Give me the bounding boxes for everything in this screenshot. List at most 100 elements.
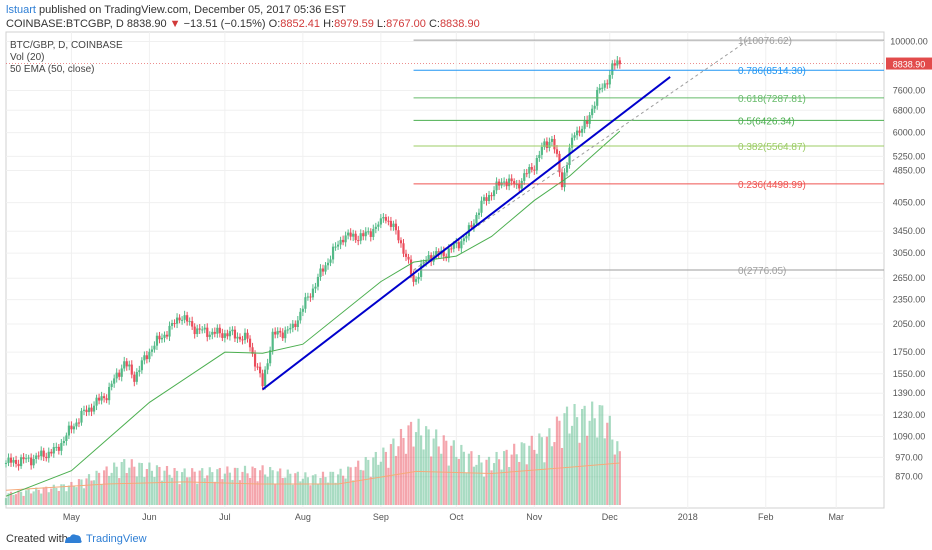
candle-body xyxy=(7,457,10,463)
candle-body xyxy=(123,361,126,369)
volume-bar xyxy=(425,426,428,505)
candle-body xyxy=(548,141,551,148)
volume-bar xyxy=(178,484,181,505)
candle-body xyxy=(274,331,277,335)
candle-body xyxy=(97,397,101,401)
candle-body xyxy=(311,288,315,298)
high-label: H: xyxy=(323,18,335,30)
volume-bar xyxy=(407,425,410,505)
volume-bar xyxy=(331,471,335,505)
last-price-tick: 8838.90 xyxy=(893,60,926,70)
volume-bar xyxy=(130,459,133,505)
candle-body xyxy=(528,167,531,174)
volume-bar xyxy=(477,454,481,505)
volume-bar xyxy=(528,445,531,505)
volume-bar xyxy=(435,429,438,505)
candle-body xyxy=(241,339,244,341)
candle-body xyxy=(586,119,589,124)
candle-body xyxy=(530,167,533,170)
candle-body xyxy=(186,315,189,322)
candle-body xyxy=(570,137,574,148)
volume-bar xyxy=(414,432,418,505)
footer: Created with TradingView xyxy=(0,528,932,550)
candle-body xyxy=(223,333,226,338)
candle-body xyxy=(560,172,564,188)
volume-bar xyxy=(87,474,91,505)
volume-bar xyxy=(545,436,548,505)
candle-body xyxy=(196,328,199,335)
candle-body xyxy=(150,349,154,352)
candle-body xyxy=(575,130,579,136)
volume-bar xyxy=(591,401,594,505)
volume-bar xyxy=(276,471,279,505)
candle-body xyxy=(377,224,380,227)
candle-body xyxy=(334,246,337,248)
candle-body xyxy=(253,353,257,367)
volume-bar xyxy=(616,441,619,505)
candle-body xyxy=(168,325,171,337)
volume-bar xyxy=(618,451,621,505)
volume-bar xyxy=(233,467,237,505)
author-link[interactable]: lstuart xyxy=(6,4,36,16)
candle-body xyxy=(22,457,25,460)
volume-bar xyxy=(412,446,415,505)
volume-bar xyxy=(65,491,68,505)
candle-body xyxy=(417,276,420,280)
y-tick-label: 2650.00 xyxy=(893,273,926,283)
volume-bar xyxy=(543,462,546,505)
candle-body xyxy=(475,214,478,224)
candle-body xyxy=(110,383,113,387)
fib-level-label: 0.786(8514.30) xyxy=(738,66,806,77)
candle-body xyxy=(163,334,166,338)
x-tick-label: Aug xyxy=(295,512,311,522)
volume-bar xyxy=(188,477,191,505)
candle-body xyxy=(588,115,591,124)
last-price-badge xyxy=(886,57,932,70)
candle-body xyxy=(344,235,347,243)
y-tick-label: 5250.00 xyxy=(893,151,926,161)
volume-bar xyxy=(314,474,317,505)
candle-body xyxy=(246,332,249,339)
volume-bar xyxy=(319,477,322,505)
y-tick-label: 4050.00 xyxy=(893,198,926,208)
y-tick-label: 3450.00 xyxy=(893,226,926,236)
candle-body xyxy=(523,173,526,181)
volume-bar xyxy=(261,465,264,505)
candle-body xyxy=(379,218,382,225)
candle-body xyxy=(598,87,601,90)
volume-bar xyxy=(492,463,496,505)
candle-body xyxy=(608,74,611,85)
volume-bar xyxy=(37,489,40,505)
candle-body xyxy=(115,372,118,379)
candle-body xyxy=(221,333,224,338)
candle-body xyxy=(314,286,317,289)
candle-body xyxy=(9,457,13,463)
volume-bar xyxy=(60,484,63,505)
volume-bar xyxy=(100,484,103,505)
volume-bar xyxy=(430,456,433,505)
volume-bar xyxy=(460,444,463,505)
volume-bar xyxy=(399,428,403,505)
volume-bar xyxy=(191,468,194,505)
candle-body xyxy=(118,372,121,377)
candle-body xyxy=(508,178,511,187)
volume-bar xyxy=(203,478,206,505)
tradingview-logo-icon xyxy=(65,534,82,543)
symbol-line: COINBASE:BTCGBP, D 8838.90 ▼ −13.51 (−0.… xyxy=(6,18,480,30)
price-chart[interactable]: 10000.00 8838.90 7600.00 6800.00 6000.00 5250… xyxy=(0,28,932,524)
candle-body xyxy=(256,366,259,368)
volume-bar xyxy=(52,484,55,505)
volume-bar xyxy=(150,470,154,505)
tradingview-link[interactable]: TradingView xyxy=(86,533,147,545)
volume-bar xyxy=(301,478,304,505)
volume-bar xyxy=(304,472,307,505)
volume-bar xyxy=(175,470,179,505)
volume-bar xyxy=(467,453,470,505)
candle-body xyxy=(95,397,98,406)
candle-body xyxy=(92,405,96,412)
chart-area[interactable]: 10000.00 8838.90 7600.00 6800.00 6000.00 5250… xyxy=(0,28,932,524)
volume-bar xyxy=(125,473,128,505)
candle-body xyxy=(296,320,299,327)
candle-body xyxy=(472,223,476,228)
volume-bar xyxy=(485,459,488,505)
